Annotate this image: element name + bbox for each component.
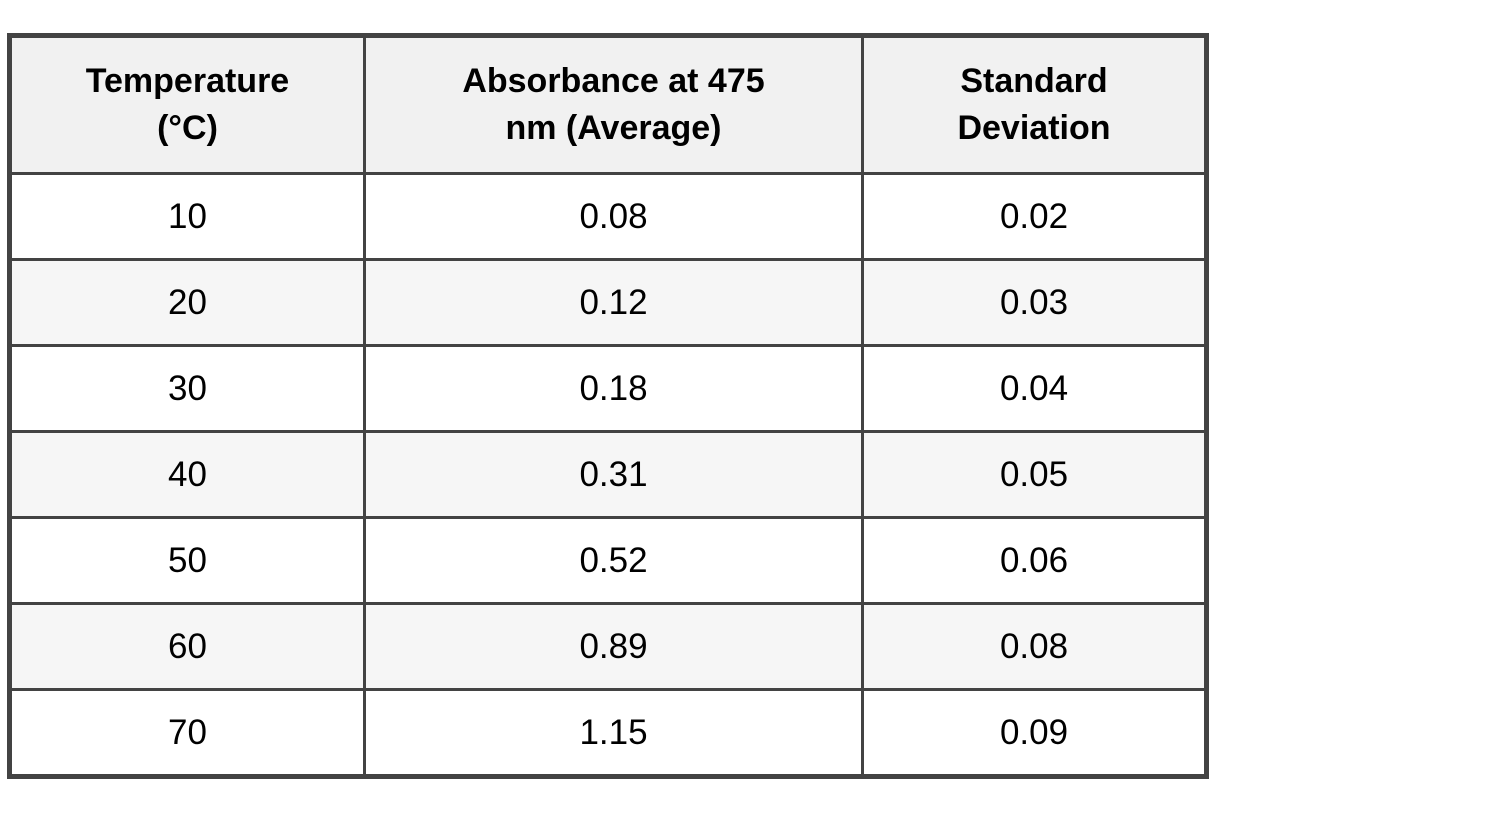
data-table-container: Temperature (°C) Absorbance at 475 nm (A… xyxy=(7,33,1209,779)
cell-temperature: 40 xyxy=(8,430,366,519)
table-row: 20 0.12 0.03 xyxy=(8,258,1208,347)
cell-std-dev: 0.02 xyxy=(861,172,1208,261)
header-row: Temperature (°C) Absorbance at 475 nm (A… xyxy=(8,34,1208,175)
column-header-absorbance: Absorbance at 475 nm (Average) xyxy=(363,34,864,175)
cell-std-dev: 0.04 xyxy=(861,344,1208,433)
cell-absorbance: 1.15 xyxy=(363,688,864,778)
cell-absorbance: 0.18 xyxy=(363,344,864,433)
cell-temperature: 50 xyxy=(8,516,366,605)
cell-temperature: 20 xyxy=(8,258,366,347)
cell-absorbance: 0.12 xyxy=(363,258,864,347)
column-header-std-deviation: Standard Deviation xyxy=(861,34,1208,175)
cell-temperature: 60 xyxy=(8,602,366,691)
cell-std-dev: 0.06 xyxy=(861,516,1208,605)
cell-absorbance: 0.31 xyxy=(363,430,864,519)
cell-absorbance: 0.52 xyxy=(363,516,864,605)
table-row: 70 1.15 0.09 xyxy=(8,688,1208,778)
cell-temperature: 30 xyxy=(8,344,366,433)
cell-std-dev: 0.09 xyxy=(861,688,1208,778)
cell-temperature: 10 xyxy=(8,172,366,261)
cell-std-dev: 0.03 xyxy=(861,258,1208,347)
cell-absorbance: 0.89 xyxy=(363,602,864,691)
cell-std-dev: 0.05 xyxy=(861,430,1208,519)
temperature-absorbance-table: Temperature (°C) Absorbance at 475 nm (A… xyxy=(7,33,1209,779)
table-row: 40 0.31 0.05 xyxy=(8,430,1208,519)
column-header-temperature: Temperature (°C) xyxy=(8,34,366,175)
table-row: 30 0.18 0.04 xyxy=(8,344,1208,433)
table-row: 60 0.89 0.08 xyxy=(8,602,1208,691)
cell-absorbance: 0.08 xyxy=(363,172,864,261)
cell-std-dev: 0.08 xyxy=(861,602,1208,691)
table-row: 50 0.52 0.06 xyxy=(8,516,1208,605)
cell-temperature: 70 xyxy=(8,688,366,778)
table-row: 10 0.08 0.02 xyxy=(8,172,1208,261)
